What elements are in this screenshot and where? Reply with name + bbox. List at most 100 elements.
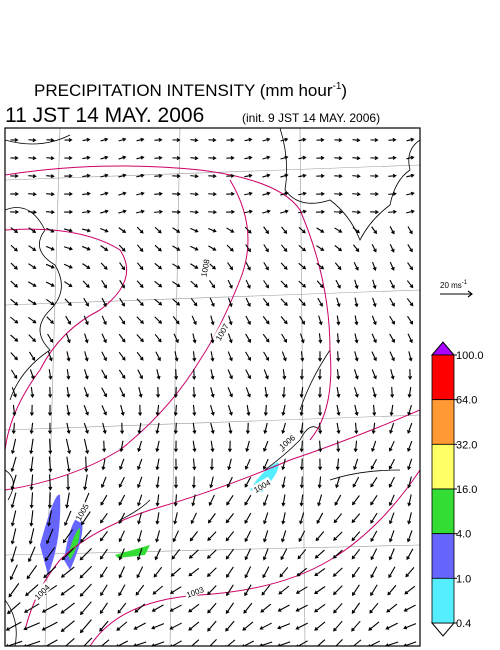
- wind-arrow: [6, 602, 21, 615]
- wind-arrow: [12, 404, 17, 417]
- wind-arrow: [406, 191, 415, 196]
- wind-arrow: [137, 494, 143, 507]
- wind-arrow: [154, 280, 163, 288]
- isobar-label-bg: [183, 583, 206, 600]
- wind-arrow: [10, 456, 17, 473]
- wind-arrow: [388, 155, 397, 160]
- wind-arrow: [372, 279, 377, 290]
- wind-arrow: [10, 352, 18, 361]
- wind-arrow: [352, 138, 361, 143]
- wind-arrow: [279, 566, 289, 578]
- wind-arrow: [192, 440, 197, 453]
- wind-arrow: [390, 386, 395, 399]
- wind-arrow: [60, 620, 75, 633]
- wind-arrow: [314, 549, 325, 559]
- wind-arrow: [352, 174, 361, 179]
- wind-arrow: [79, 583, 92, 597]
- wind-arrow: [210, 440, 215, 453]
- wind-arrow: [100, 137, 109, 142]
- wind-arrow: [315, 531, 325, 542]
- wind-arrow: [45, 281, 55, 287]
- wind-arrow: [9, 564, 18, 581]
- wind-arrow: [316, 245, 325, 251]
- wind-arrow: [29, 474, 34, 491]
- wind-arrow: [64, 298, 72, 306]
- wind-arrow: [41, 603, 58, 613]
- wind-arrow: [118, 548, 125, 561]
- wind-arrow: [119, 387, 125, 398]
- colorbar-bin: [431, 533, 455, 579]
- wind-arrow: [154, 173, 163, 178]
- wind-arrow: [371, 226, 378, 235]
- wind-arrow: [208, 227, 217, 233]
- colorbar-over: [430, 341, 456, 356]
- wind-arrow: [10, 137, 19, 143]
- wind-arrow: [188, 549, 199, 559]
- wind-arrow: [83, 297, 89, 307]
- wind-arrow: [25, 584, 39, 597]
- wind-arrow: [210, 422, 215, 435]
- wind-arrow: [389, 297, 395, 307]
- wind-arrow: [45, 263, 55, 269]
- wind-arrow: [66, 386, 71, 398]
- wind-arrow: [354, 351, 359, 362]
- wind-arrow: [26, 565, 38, 580]
- wind-arrow: [136, 209, 145, 214]
- wind-arrow: [28, 156, 37, 161]
- wind-arrow: [118, 244, 126, 252]
- wind-arrow: [136, 155, 145, 160]
- wind-arrow: [227, 440, 232, 453]
- wind-arrow: [262, 316, 270, 325]
- wind-arrow: [318, 458, 323, 471]
- wind-arrow: [332, 549, 343, 559]
- wind-arrow: [407, 476, 412, 489]
- wind-arrow: [48, 456, 53, 473]
- colorbar-bin: [431, 488, 455, 535]
- wind-arrow: [136, 280, 144, 289]
- wind-arrow: [100, 227, 109, 233]
- wind-arrow: [100, 191, 109, 196]
- wind-arrow: [262, 566, 270, 579]
- wind-arrow: [277, 623, 291, 630]
- wind-arrow: [137, 530, 143, 543]
- wind-arrow: [405, 567, 415, 578]
- wind-arrow: [263, 512, 269, 525]
- wind-arrow: [245, 422, 250, 435]
- wind-arrow: [298, 262, 307, 270]
- wind-arrow: [99, 548, 108, 560]
- wind-arrow: [280, 548, 288, 561]
- wind-arrow: [84, 351, 89, 362]
- wind-arrow: [66, 422, 71, 435]
- wind-arrow: [299, 440, 304, 453]
- wind-arrow: [154, 209, 163, 214]
- wind-arrow: [385, 641, 399, 646]
- wind-arrow: [318, 315, 323, 326]
- wind-arrow: [210, 387, 215, 398]
- wind-arrow: [155, 458, 160, 471]
- wind-arrow: [84, 333, 89, 344]
- wind-arrow: [101, 315, 107, 326]
- wind-arrow: [228, 297, 233, 308]
- wind-arrow: [354, 297, 359, 308]
- wind-arrow: [227, 404, 233, 416]
- wind-arrow: [155, 476, 160, 489]
- wind-arrow: [316, 280, 324, 289]
- wind-arrow: [208, 174, 217, 179]
- wind-arrow: [353, 369, 359, 380]
- wind-arrow: [370, 584, 378, 597]
- wind-arrow: [314, 603, 326, 613]
- wind-arrow: [155, 440, 160, 453]
- wind-arrow: [336, 404, 341, 417]
- valid-time: 11 JST 14 MAY. 2006: [5, 104, 204, 127]
- wind-arrow: [118, 512, 126, 525]
- wind-arrow: [192, 351, 197, 362]
- wind-arrow: [64, 637, 75, 646]
- wind-arrow: [10, 334, 19, 342]
- wind-arrow: [227, 333, 233, 344]
- wind-arrow: [64, 173, 73, 178]
- wind-arrow: [352, 192, 361, 197]
- wind-arrow: [152, 585, 164, 595]
- wind-arrow: [118, 155, 127, 160]
- wind-arrow: [46, 138, 55, 143]
